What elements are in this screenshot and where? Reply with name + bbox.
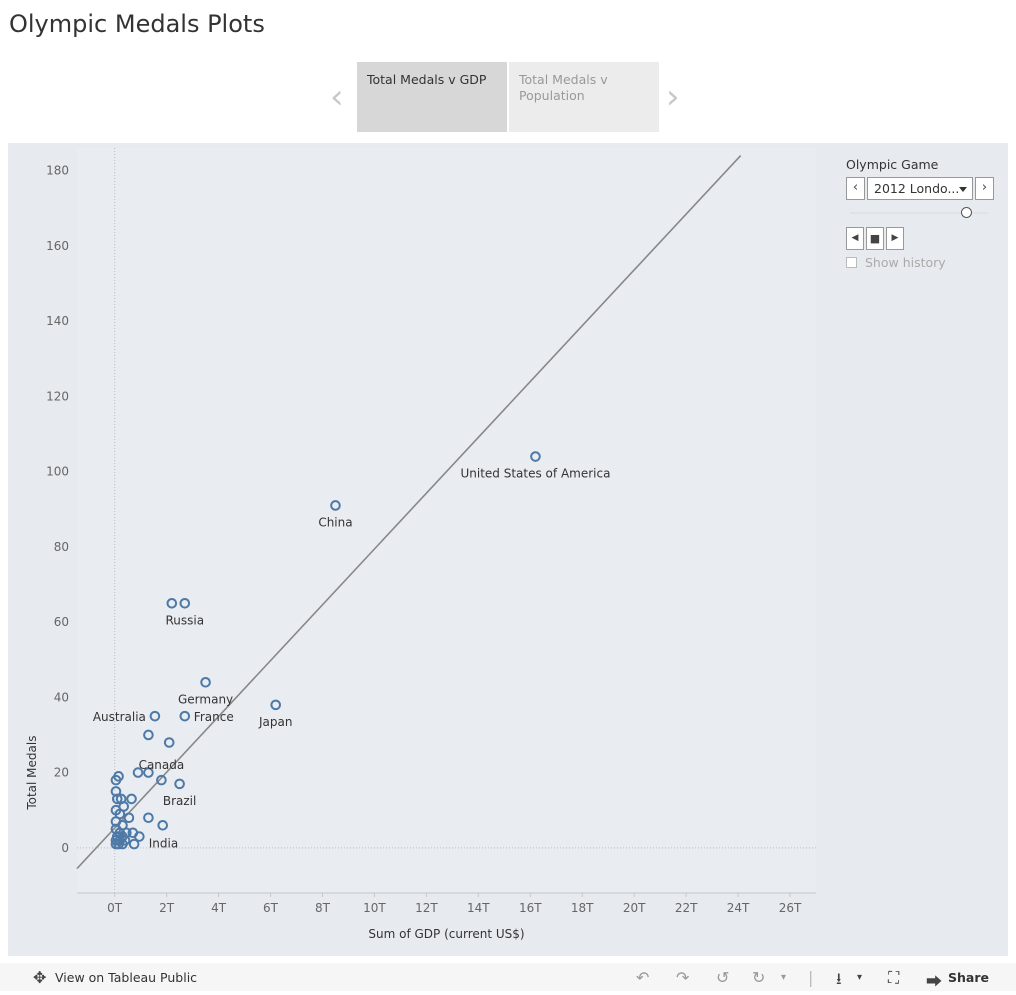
point-label: Russia bbox=[165, 613, 204, 627]
point-label: China bbox=[318, 515, 352, 529]
data-point bbox=[126, 793, 137, 805]
data-point bbox=[174, 778, 185, 790]
data-point bbox=[330, 500, 341, 511]
undo-icon[interactable]: ↶ bbox=[636, 968, 650, 987]
page-title: Olympic Medals Plots bbox=[9, 10, 265, 38]
view-on-tableau-link[interactable]: View on Tableau Public bbox=[55, 970, 198, 985]
point-label: France bbox=[194, 710, 234, 724]
data-point bbox=[117, 838, 128, 850]
show-history-label: Show history bbox=[865, 255, 946, 270]
slider-track[interactable] bbox=[850, 212, 988, 214]
point-label: India bbox=[149, 836, 178, 850]
plot-area bbox=[77, 148, 816, 893]
point-label: United States of America bbox=[460, 467, 610, 481]
data-point bbox=[163, 737, 175, 748]
tableau-logo-icon: ✥ bbox=[33, 968, 47, 987]
game-select-value: 2012 Londo... bbox=[874, 181, 960, 196]
point-label: Canada bbox=[139, 758, 185, 772]
game-select[interactable]: 2012 Londo... bbox=[867, 177, 973, 200]
share-button[interactable]: Share bbox=[948, 970, 989, 985]
x-tick-label: 10T bbox=[363, 901, 386, 915]
x-tick-label: 0T bbox=[107, 901, 123, 915]
download-icon[interactable]: ⭳ bbox=[836, 969, 842, 988]
story-point-population[interactable]: Total Medals v Population bbox=[509, 62, 659, 132]
data-point bbox=[143, 729, 154, 741]
data-point bbox=[200, 676, 211, 688]
x-tick-label: 18T bbox=[571, 901, 594, 915]
x-axis-title: Sum of GDP (current US$) bbox=[368, 927, 524, 941]
data-point bbox=[179, 597, 191, 609]
data-point bbox=[113, 838, 124, 850]
x-tick-label: 22T bbox=[675, 901, 698, 915]
data-point bbox=[270, 699, 282, 711]
y-tick-label: 40 bbox=[54, 690, 69, 704]
chevron-left-icon[interactable]: ‹ bbox=[330, 77, 344, 117]
data-point bbox=[157, 819, 169, 831]
play-icon[interactable]: ▶ bbox=[886, 227, 904, 250]
x-tick-label: 2T bbox=[159, 901, 175, 915]
refresh-icon[interactable]: ↻ bbox=[752, 968, 766, 987]
y-tick-label: 20 bbox=[54, 766, 69, 780]
data-point bbox=[134, 831, 145, 842]
share-icon[interactable]: ⮕ bbox=[926, 972, 943, 991]
chevron-down-icon[interactable]: ▾ bbox=[781, 972, 787, 983]
chevron-left-icon[interactable]: ‹ bbox=[846, 177, 865, 200]
x-tick-label: 8T bbox=[315, 901, 331, 915]
trend-line bbox=[76, 154, 742, 870]
data-point bbox=[143, 767, 154, 778]
revert-icon[interactable]: ↺ bbox=[716, 968, 730, 987]
x-tick-label: 6T bbox=[263, 901, 279, 915]
data-point bbox=[149, 710, 161, 722]
y-tick-label: 0 bbox=[61, 841, 69, 855]
point-label: Brazil bbox=[163, 794, 197, 808]
chevron-down-icon bbox=[959, 187, 967, 192]
data-point bbox=[128, 838, 140, 850]
divider-icon: | bbox=[808, 968, 814, 987]
data-point bbox=[123, 812, 135, 824]
x-tick-label: 14T bbox=[467, 901, 490, 915]
scatter-chart: 0 20 40 60 80 100 120 140 160 180 0T 2T 4T 6T 8T 10T 12T… bbox=[25, 148, 816, 941]
point-label: Germany bbox=[178, 692, 233, 706]
y-tick-label: 160 bbox=[46, 239, 69, 253]
y-tick-label: 100 bbox=[46, 465, 69, 479]
y-tick-label: 180 bbox=[46, 164, 69, 178]
dashboard-panel: 0 20 40 60 80 100 120 140 160 180 0T 2T 4T 6T 8T 10T 12T… bbox=[8, 143, 1008, 956]
x-tick-label: 24T bbox=[727, 901, 750, 915]
x-tick-label: 4T bbox=[211, 901, 227, 915]
y-tick-label: 80 bbox=[54, 540, 69, 554]
chevron-right-icon[interactable]: › bbox=[666, 77, 680, 117]
data-point bbox=[166, 597, 178, 609]
fullscreen-icon[interactable]: ⛶ bbox=[888, 968, 900, 987]
y-tick-label: 120 bbox=[46, 389, 69, 403]
story-navigator: ‹ Total Medals v GDP Total Medals v Popu… bbox=[330, 62, 690, 132]
y-tick-label: 60 bbox=[54, 615, 69, 629]
point-label: Australia bbox=[93, 710, 146, 724]
footer-toolbar: ✥ View on Tableau Public ↶ ↷ ↺ ↻ ▾ | ⭳ ▾… bbox=[0, 963, 1016, 991]
data-point bbox=[110, 774, 122, 786]
step-back-icon[interactable]: ◀ bbox=[846, 227, 864, 250]
data-point bbox=[132, 767, 144, 778]
data-point bbox=[179, 710, 191, 722]
story-point-gdp[interactable]: Total Medals v GDP bbox=[357, 62, 507, 132]
point-label: Japan bbox=[258, 715, 292, 729]
chevron-right-icon[interactable]: › bbox=[975, 177, 994, 200]
filter-title: Olympic Game bbox=[846, 157, 939, 172]
y-axis-title: Total Medals bbox=[25, 736, 39, 811]
x-tick-label: 16T bbox=[519, 901, 542, 915]
x-tick-label: 12T bbox=[415, 901, 438, 915]
y-tick-label: 140 bbox=[46, 314, 69, 328]
x-tick-label: 20T bbox=[623, 901, 646, 915]
data-point bbox=[156, 774, 167, 786]
slider-thumb[interactable] bbox=[961, 207, 972, 218]
redo-icon[interactable]: ↷ bbox=[676, 968, 690, 987]
data-point bbox=[111, 793, 123, 805]
data-point bbox=[530, 451, 541, 462]
data-point bbox=[143, 812, 154, 824]
stop-icon[interactable]: ■ bbox=[866, 227, 884, 250]
show-history-checkbox[interactable] bbox=[846, 257, 857, 268]
chevron-down-icon[interactable]: ▾ bbox=[857, 972, 863, 983]
x-tick-label: 26T bbox=[779, 901, 802, 915]
